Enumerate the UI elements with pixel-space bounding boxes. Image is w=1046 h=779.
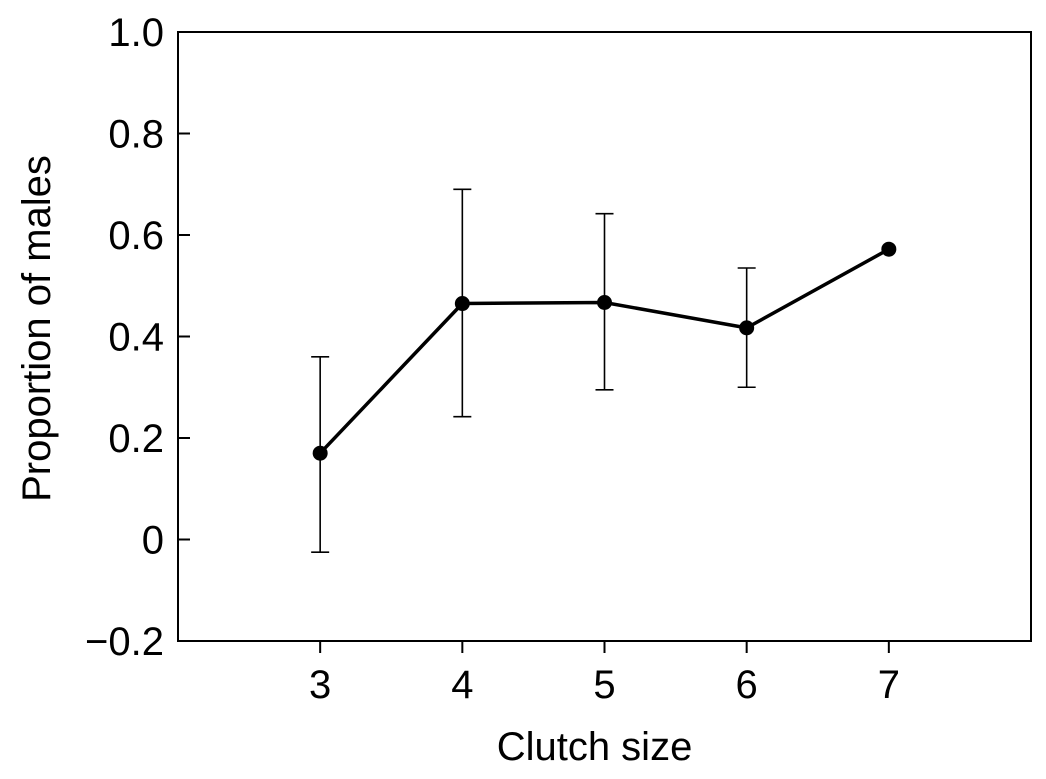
y-tick-label: 0.6: [108, 214, 164, 258]
y-tick-label: 0.4: [108, 316, 164, 360]
data-point: [597, 294, 612, 310]
data-point: [454, 296, 470, 312]
x-axis-label: Clutch size: [497, 725, 693, 769]
data-point: [739, 320, 755, 336]
x-tick-label: 5: [593, 663, 615, 707]
y-tick-label: −0.2: [85, 620, 164, 664]
x-tick-label: 7: [878, 663, 900, 707]
x-tick-label: 6: [736, 663, 758, 707]
plot-frame: [177, 31, 1032, 642]
x-tick-label: 3: [309, 663, 331, 707]
y-tick-label: 0: [142, 519, 164, 563]
y-tick-label: 0.8: [108, 113, 164, 157]
y-tick-label: 1.0: [108, 11, 164, 55]
data-point: [881, 241, 897, 257]
y-axis-label: Proportion of males: [15, 155, 59, 502]
ticks-layer: −0.2 0 0.2 0.4 0.6 0.8 1.0 3 4 5 6 7: [85, 11, 900, 707]
data-points: [312, 241, 897, 461]
data-point: [312, 445, 328, 461]
y-tick-label: 0.2: [108, 417, 164, 461]
error-bars: [311, 188, 756, 553]
x-tick-label: 4: [451, 663, 473, 707]
